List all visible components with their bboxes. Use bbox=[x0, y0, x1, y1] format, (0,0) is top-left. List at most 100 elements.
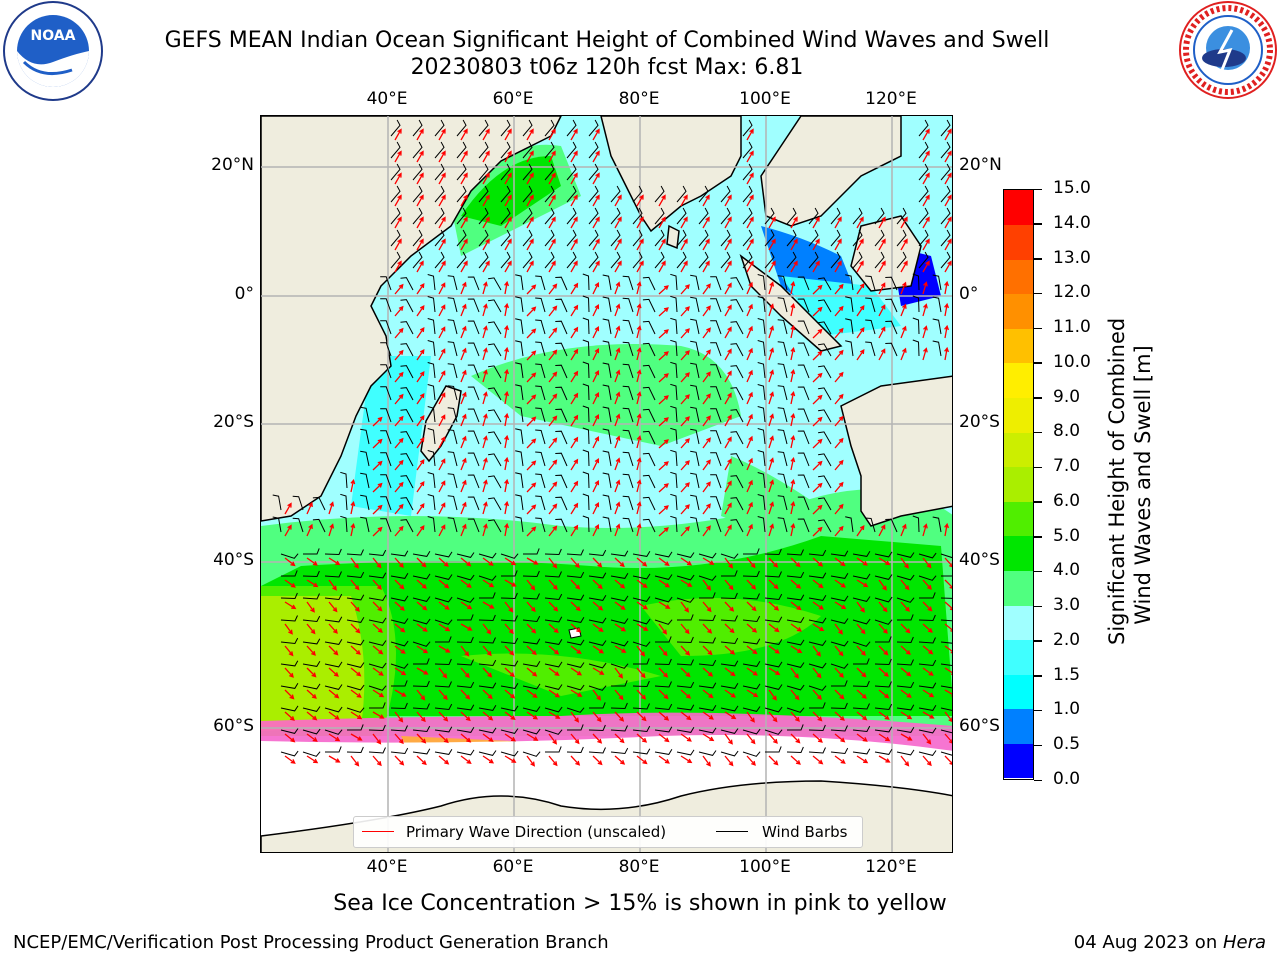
colorbar-segment bbox=[1004, 362, 1033, 399]
wave-direction-arrow bbox=[680, 601, 690, 613]
wind-barb bbox=[632, 641, 651, 647]
wind-barb bbox=[368, 617, 387, 624]
wave-direction-arrow bbox=[570, 348, 579, 361]
wind-barb bbox=[940, 229, 951, 247]
wave-direction-arrow bbox=[790, 324, 796, 339]
wave-direction-arrow bbox=[570, 623, 582, 633]
wave-direction-arrow bbox=[460, 128, 468, 141]
wind-barb bbox=[380, 496, 392, 511]
wind-barb bbox=[874, 574, 893, 580]
wind-barb bbox=[642, 474, 656, 489]
wave-direction-arrow bbox=[812, 416, 823, 427]
wave-direction-arrow bbox=[438, 370, 446, 383]
wave-direction-arrow bbox=[372, 579, 382, 590]
wind-barb bbox=[710, 430, 722, 445]
wave-direction-arrow bbox=[944, 194, 952, 207]
wind-barb bbox=[312, 518, 326, 533]
wind-barb bbox=[522, 251, 533, 269]
wind-barb bbox=[302, 570, 320, 578]
wave-direction-arrow bbox=[658, 505, 669, 515]
wind-barb bbox=[380, 430, 392, 445]
wave-direction-arrow bbox=[658, 601, 671, 609]
wind-barb bbox=[808, 617, 827, 624]
colorbar-tick-mark bbox=[1034, 258, 1042, 260]
wave-direction-arrow bbox=[702, 459, 711, 471]
wave-direction-arrow bbox=[856, 733, 868, 742]
wave-direction-arrow bbox=[856, 667, 867, 678]
lon-tick-bottom: 40°E bbox=[366, 857, 408, 877]
wind-barb bbox=[690, 472, 700, 489]
wind-barb bbox=[918, 185, 929, 203]
wind-barb bbox=[642, 298, 656, 313]
wave-direction-arrow bbox=[724, 436, 732, 449]
wave-direction-arrow bbox=[460, 601, 473, 610]
wind-barb bbox=[610, 251, 621, 269]
land-africa bbox=[261, 116, 562, 522]
wind-barb bbox=[874, 619, 893, 625]
colorbar-tick-label: 12.0 bbox=[1053, 282, 1091, 303]
wind-barb bbox=[588, 251, 599, 269]
wave-direction-arrow bbox=[900, 667, 912, 677]
wave-direction-arrow bbox=[394, 128, 402, 141]
wave-direction-arrow bbox=[834, 503, 844, 515]
wave-direction-arrow bbox=[306, 557, 318, 566]
land-borneo bbox=[850, 215, 922, 292]
wind-barb bbox=[500, 553, 519, 559]
wave-direction-arrow bbox=[636, 579, 648, 589]
wind-barb bbox=[467, 320, 480, 335]
wind-barb bbox=[852, 207, 863, 225]
wind-barb bbox=[555, 452, 568, 467]
wave-direction-arrow bbox=[944, 579, 952, 589]
colorbar-segment bbox=[1004, 605, 1033, 641]
wind-barb bbox=[865, 517, 876, 533]
wind-barb bbox=[324, 706, 343, 713]
colorbar-tick-label: 13.0 bbox=[1053, 247, 1091, 268]
wave-direction-arrow bbox=[548, 194, 556, 207]
wind-barb bbox=[720, 637, 739, 645]
wind-barb bbox=[602, 516, 612, 533]
wind-barb bbox=[478, 705, 497, 711]
wave-direction-arrow bbox=[614, 479, 621, 493]
wind-barb bbox=[632, 573, 651, 580]
wave-direction-arrow bbox=[724, 755, 734, 767]
wind-barb bbox=[690, 274, 700, 291]
wind-barb bbox=[874, 703, 893, 711]
wind-barb bbox=[555, 364, 568, 379]
wave-direction-arrow bbox=[482, 733, 494, 743]
wave-direction-arrow bbox=[900, 523, 907, 537]
wind-barb bbox=[670, 295, 678, 313]
wave-direction-arrow bbox=[526, 623, 537, 634]
wind-barb bbox=[896, 636, 914, 644]
wave-direction-arrow bbox=[526, 711, 539, 720]
wave-direction-arrow bbox=[790, 346, 796, 361]
wind-barb bbox=[589, 702, 606, 709]
wind-barb bbox=[412, 618, 431, 625]
wind-barb bbox=[478, 614, 496, 622]
wave-direction-arrow bbox=[526, 284, 537, 295]
wind-barb bbox=[940, 751, 952, 756]
wind-barb bbox=[390, 640, 409, 647]
wave-direction-arrow bbox=[548, 216, 556, 229]
wave-direction-arrow bbox=[790, 412, 796, 427]
wave-direction-arrow bbox=[768, 645, 780, 654]
wave-direction-arrow bbox=[702, 349, 711, 361]
wave-direction-arrow bbox=[944, 172, 952, 185]
wave-direction-arrow bbox=[570, 579, 581, 590]
wave-direction-arrow bbox=[768, 238, 776, 251]
wind-barb bbox=[742, 706, 761, 712]
wind-barb bbox=[488, 497, 502, 511]
wave-direction-arrow bbox=[702, 557, 715, 565]
wind-barb bbox=[885, 342, 898, 357]
land-se-asia bbox=[760, 116, 902, 227]
wind-barb bbox=[434, 619, 453, 625]
wind-barb bbox=[380, 364, 392, 379]
wave-direction-arrow bbox=[834, 481, 844, 493]
wind-barb bbox=[324, 571, 342, 578]
wind-barb bbox=[757, 384, 766, 401]
wind-barb bbox=[632, 748, 651, 755]
wave-direction-arrow bbox=[548, 128, 556, 141]
wind-barb bbox=[874, 207, 885, 225]
wind-barb bbox=[588, 595, 607, 601]
wave-direction-arrow bbox=[746, 413, 753, 427]
wave-direction-arrow bbox=[526, 128, 534, 141]
